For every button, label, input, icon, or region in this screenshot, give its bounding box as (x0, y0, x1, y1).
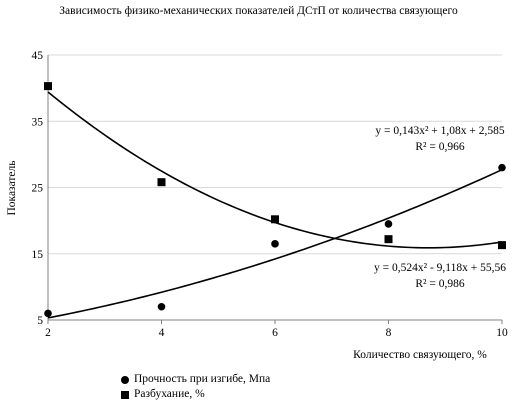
trendline-series-1 (47, 91, 503, 249)
legend-label: Разбухание, % (134, 388, 205, 400)
y-tick-label: 45 (32, 50, 44, 62)
y-axis-label: Показатель (6, 160, 18, 215)
trend-equation: y = 0,143x² + 1,08x + 2,585 (375, 125, 505, 137)
y-tick-label: 25 (32, 183, 44, 195)
point-circle-series-0 (44, 309, 52, 318)
point-circle-series-0 (498, 163, 506, 172)
trendline-series-0 (47, 168, 503, 319)
y-tick-label: 15 (32, 249, 44, 261)
x-axis-label: Количество связующего, % (353, 349, 487, 361)
point-circle-series-0 (157, 302, 166, 311)
x-tick-label: 10 (496, 327, 508, 339)
legend-label: Прочность при изгибе, Мпа (134, 373, 271, 385)
x-tick-label: 4 (159, 327, 165, 339)
x-tick-label: 2 (45, 327, 51, 339)
tick-labels: 5 15 25 35 45 2 4 6 8 10 (32, 50, 509, 339)
point-square-series-1 (157, 178, 166, 187)
trend-equation: y = 0,524x² - 9,118x + 55,56 (374, 262, 506, 274)
grid-lines (48, 54, 502, 255)
point-square-series-1 (271, 215, 279, 224)
chart-title: Зависимость физико-механических показате… (59, 5, 458, 17)
trend-r2: R² = 0,986 (415, 278, 464, 290)
point-circle-series-0 (271, 240, 279, 248)
point-square-series-1 (384, 235, 393, 244)
point-square-series-1 (498, 241, 506, 250)
legend-item-swelling: Разбухание, % (120, 387, 270, 402)
y-tick-label: 5 (37, 315, 43, 327)
point-square-series-1 (44, 82, 52, 91)
legend: Прочность при изгибе, Мпа Разбухание, % (120, 372, 270, 402)
x-tick-label: 8 (386, 327, 392, 339)
data-marks (44, 82, 506, 318)
square-marker-icon (121, 390, 129, 399)
axes (47, 55, 503, 324)
legend-item-strength: Прочность при изгибе, Мпа (120, 372, 270, 387)
x-tick-label: 6 (272, 327, 278, 339)
circle-marker-icon (121, 375, 129, 384)
trend-r2: R² = 0,966 (415, 141, 464, 153)
y-tick-label: 35 (32, 116, 44, 128)
trend-equations: y = 0,143x² + 1,08x + 2,585 R² = 0,966 y =… (374, 125, 506, 290)
point-circle-series-0 (384, 220, 393, 228)
